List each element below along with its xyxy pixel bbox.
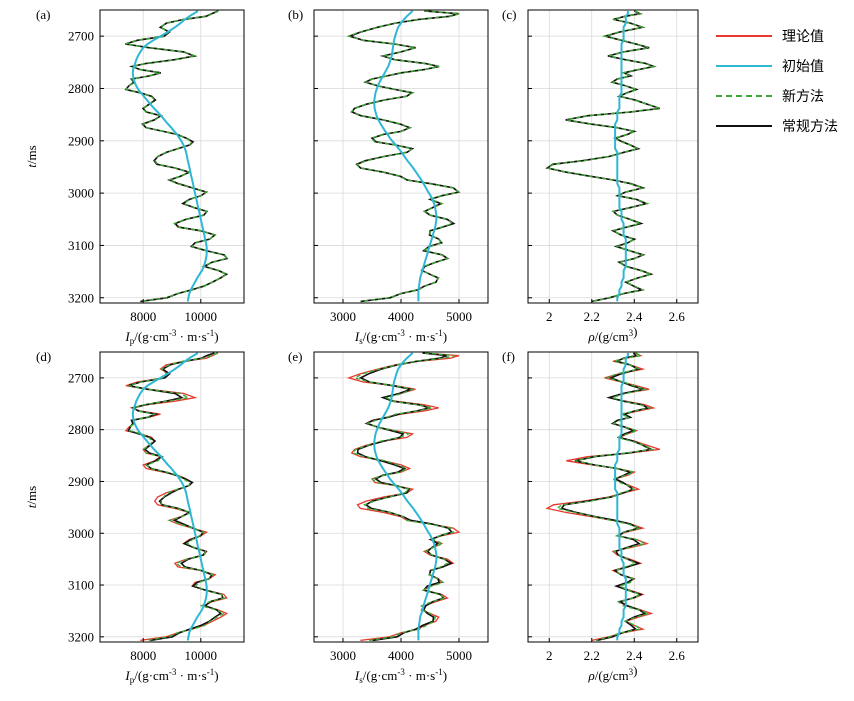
x-axis-title: ρ/(g/cm3) bbox=[587, 663, 637, 683]
x-tick-label: 2.6 bbox=[669, 309, 686, 324]
y-axis-title: t/ms bbox=[24, 486, 39, 508]
panel-label: (d) bbox=[36, 349, 51, 364]
x-tick-label: 3000 bbox=[330, 309, 356, 324]
y-tick-label: 3000 bbox=[68, 526, 94, 541]
y-tick-label: 3100 bbox=[68, 578, 94, 593]
panel-label: (a) bbox=[36, 7, 50, 22]
legend-item: 理论值 bbox=[716, 29, 824, 45]
y-tick-label: 2900 bbox=[68, 474, 94, 489]
panel-frame bbox=[99, 351, 245, 643]
plot-area bbox=[124, 10, 229, 303]
panel-a: 8000 10000 2700 2800 2900 3000 3100 3200 (a) Ip/(… bbox=[24, 7, 245, 346]
x-tick-label: 4000 bbox=[388, 309, 414, 324]
series-initial-line bbox=[131, 352, 208, 641]
series-theoretical-line bbox=[124, 10, 229, 303]
x-tick-label: 3000 bbox=[330, 648, 356, 663]
x-axis-title: Ip/(g·cm-3 · m·s-1) bbox=[124, 328, 218, 346]
panel-label: (c) bbox=[502, 7, 516, 22]
panel-b: 3000 4000 5000 (b) Is/(g·cm-3 · m·s-1) bbox=[288, 7, 489, 346]
panel-label: (e) bbox=[288, 349, 302, 364]
y-tick-label: 3100 bbox=[68, 238, 94, 253]
x-tick-label: 2.6 bbox=[669, 648, 686, 663]
series-new-method-line bbox=[351, 352, 455, 642]
x-tick-label: 10000 bbox=[185, 309, 218, 324]
x-tick-label: 8000 bbox=[130, 309, 156, 324]
y-tick-label: 2800 bbox=[68, 422, 94, 437]
series-conventional-line bbox=[560, 352, 654, 642]
y-tick-label: 3000 bbox=[68, 186, 94, 201]
legend-label: 理论值 bbox=[782, 29, 824, 45]
panel-d: 8000 10000 2700 2800 2900 3000 3100 3200 (d) Ip/(… bbox=[24, 349, 245, 685]
plot-area bbox=[346, 10, 461, 303]
x-axis-title: Is/(g·cm-3 · m·s-1) bbox=[354, 328, 447, 346]
panel-frame bbox=[99, 9, 245, 304]
y-tick-label: 2800 bbox=[68, 81, 94, 96]
plot-area bbox=[545, 10, 661, 303]
x-tick-label: 2.2 bbox=[584, 648, 600, 663]
series-initial-line bbox=[373, 352, 438, 641]
series-initial-line bbox=[614, 11, 629, 302]
series-initial-line bbox=[614, 353, 629, 641]
x-tick-label: 8000 bbox=[130, 648, 156, 663]
legend-item: 初始值 bbox=[716, 58, 824, 75]
x-tick-label: 5000 bbox=[446, 648, 472, 663]
x-tick-label: 5000 bbox=[446, 309, 472, 324]
y-axis-title: t/ms bbox=[24, 145, 39, 167]
series-theoretical-line bbox=[124, 352, 229, 642]
series-new-method-line bbox=[346, 10, 461, 303]
y-tick-label: 2700 bbox=[68, 29, 94, 44]
series-initial-line bbox=[373, 10, 438, 302]
y-tick-label: 2900 bbox=[68, 133, 94, 148]
panel-c: 2 2.2 2.4 2.6 (c) ρ/(g/cm3) bbox=[502, 7, 699, 344]
series-conventional-line bbox=[545, 10, 660, 303]
panel-frame bbox=[527, 9, 699, 304]
x-tick-label: 2.4 bbox=[626, 309, 643, 324]
legend-item: 常规方法 bbox=[716, 119, 838, 135]
x-axis-title: ρ/(g/cm3) bbox=[587, 324, 637, 344]
x-tick-label: 2 bbox=[546, 309, 553, 324]
x-axis-title: Ip/(g·cm-3 · m·s-1) bbox=[124, 667, 218, 685]
x-tick-label: 2 bbox=[546, 648, 553, 663]
panel-f: 2 2.2 2.4 2.6 (f) ρ/(g/cm3) bbox=[502, 349, 699, 683]
panel-frame bbox=[527, 351, 699, 643]
legend-label: 初始值 bbox=[782, 58, 824, 75]
panel-label: (b) bbox=[288, 7, 303, 22]
series-initial-line bbox=[131, 10, 208, 302]
series-new-method-line bbox=[555, 352, 656, 642]
series-conventional-line bbox=[124, 10, 229, 303]
series-new-method-line bbox=[128, 352, 226, 642]
x-axis-title: Is/(g·cm-3 · m·s-1) bbox=[354, 667, 447, 685]
panel-label: (f) bbox=[502, 349, 515, 364]
x-tick-label: 2.4 bbox=[626, 648, 643, 663]
x-tick-label: 10000 bbox=[185, 648, 218, 663]
series-theoretical-line bbox=[545, 352, 661, 642]
series-new-method-line bbox=[125, 10, 229, 303]
legend-label: 常规方法 bbox=[782, 119, 838, 135]
plot-area bbox=[545, 352, 661, 642]
plot-area bbox=[346, 352, 461, 642]
legend-label: 新方法 bbox=[782, 89, 824, 105]
series-theoretical-line bbox=[545, 10, 661, 303]
x-tick-label: 2.2 bbox=[584, 309, 600, 324]
y-tick-label: 3200 bbox=[68, 290, 94, 305]
y-tick-label: 2700 bbox=[68, 370, 94, 385]
x-tick-label: 4000 bbox=[388, 648, 414, 663]
series-conventional-line bbox=[127, 352, 224, 642]
y-tick-label: 3200 bbox=[68, 629, 94, 644]
panel-e: 3000 4000 5000 (e) Is/(g·cm-3 · m·s-1) bbox=[288, 349, 489, 685]
plot-area bbox=[124, 352, 229, 642]
legend-item: 新方法 bbox=[716, 89, 824, 105]
series-new-method-line bbox=[545, 10, 660, 303]
